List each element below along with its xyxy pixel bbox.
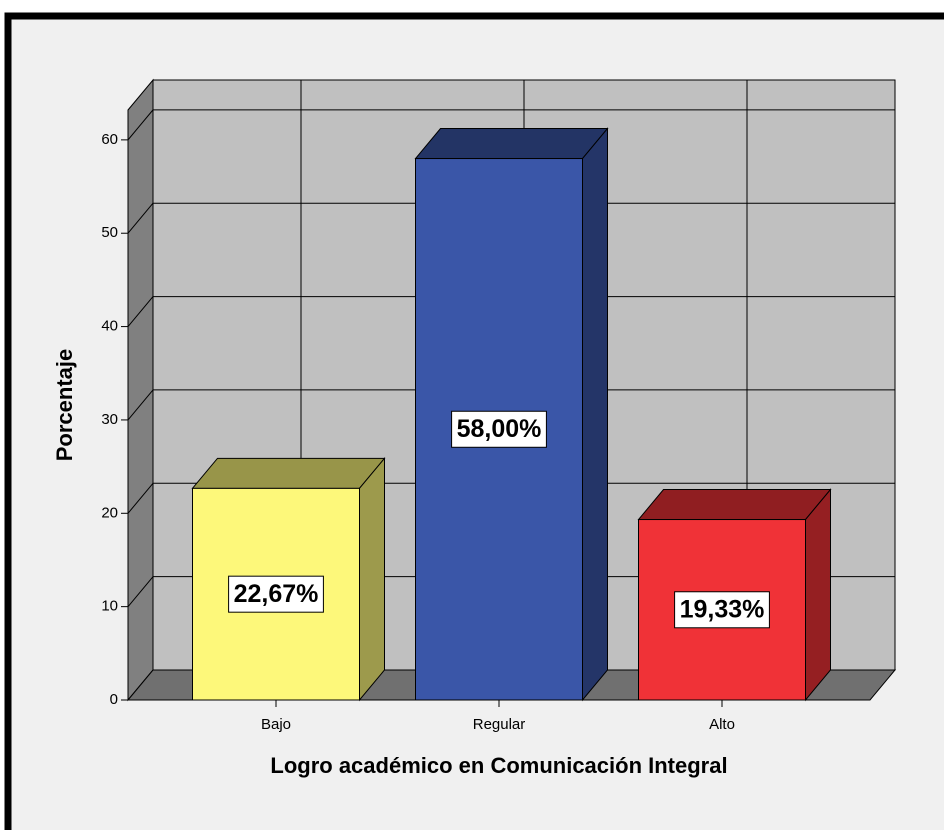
y-tick-label: 30 — [101, 411, 118, 428]
y-tick-label: 50 — [101, 224, 118, 241]
x-axis-title: Logro académico en Comunicación Integral — [270, 753, 727, 778]
y-tick-label: 0 — [110, 691, 118, 708]
value-label-box — [451, 410, 547, 448]
y-axis-title: Porcentaje — [52, 349, 77, 462]
grid-line — [127, 482, 154, 514]
grid-line — [127, 109, 154, 141]
y-tick-label: 40 — [101, 318, 118, 335]
bar-top — [414, 128, 609, 160]
grid-line — [127, 576, 154, 607]
bar-side — [805, 488, 831, 702]
bar — [415, 158, 583, 701]
y-tick-label: 20 — [101, 504, 118, 521]
grid-line — [127, 202, 154, 234]
value-label: 58,00% — [457, 415, 542, 443]
grid-line — [127, 389, 154, 421]
x-tick-label: Bajo — [261, 716, 291, 733]
x-tick-label: Alto — [709, 716, 735, 733]
y-tick-label: 60 — [101, 131, 118, 148]
value-label-box — [228, 575, 324, 613]
side-wall — [127, 78, 154, 702]
value-label: 19,33% — [680, 595, 765, 623]
bar-side — [582, 127, 608, 702]
y-tick-label: 10 — [101, 598, 118, 615]
value-label-box — [674, 591, 770, 629]
bar-top — [637, 489, 832, 521]
x-tick-label: Regular — [473, 716, 526, 733]
bar-top — [191, 457, 386, 489]
value-label: 22,67% — [234, 580, 319, 608]
bar-side — [359, 456, 385, 702]
grid-line — [127, 296, 154, 327]
